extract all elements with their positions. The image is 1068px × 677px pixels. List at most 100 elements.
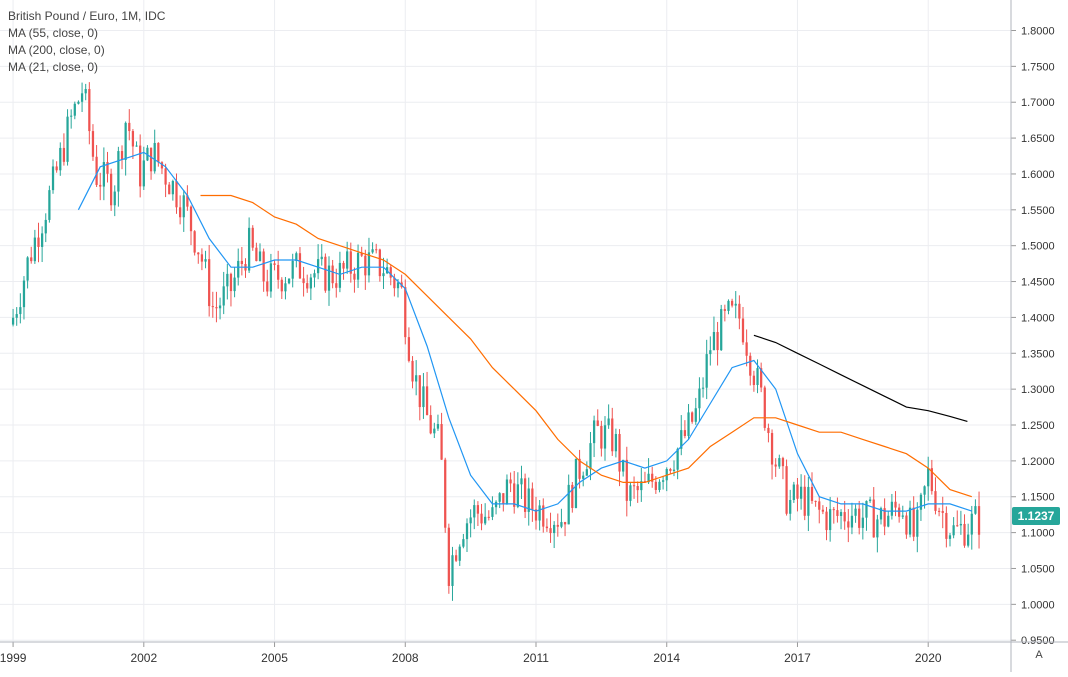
candle-body bbox=[611, 418, 614, 452]
candle-body bbox=[538, 505, 541, 521]
candle-body bbox=[316, 259, 320, 274]
candle-body bbox=[810, 486, 814, 501]
y-tick-label: 1.3500 bbox=[1021, 348, 1055, 360]
candle-body bbox=[389, 267, 392, 278]
candle-body bbox=[440, 424, 443, 460]
candle-body bbox=[454, 555, 458, 561]
candle-body bbox=[120, 151, 124, 160]
candle-body bbox=[62, 147, 66, 162]
candle-body bbox=[843, 512, 846, 522]
candle-body bbox=[269, 263, 273, 292]
candle-body bbox=[549, 528, 552, 534]
candle-body bbox=[963, 523, 966, 546]
y-tick-label: 0.9500 bbox=[1021, 635, 1055, 647]
candle-body bbox=[622, 459, 625, 472]
legend-ma-55[interactable]: MA (55, close, 0) bbox=[8, 26, 99, 40]
candle-body bbox=[298, 253, 302, 279]
candle-body bbox=[407, 337, 411, 361]
candle-body bbox=[796, 484, 799, 499]
candle-body bbox=[95, 156, 98, 185]
candle-body bbox=[327, 265, 331, 291]
candle-body bbox=[545, 526, 549, 529]
candle-body bbox=[149, 147, 153, 172]
candle-body bbox=[411, 360, 414, 382]
candle-body bbox=[734, 303, 737, 306]
candle-body bbox=[37, 237, 40, 247]
candle-body bbox=[730, 300, 734, 306]
candle-body bbox=[977, 506, 981, 535]
candle-body bbox=[139, 145, 142, 187]
candle-body bbox=[484, 516, 487, 524]
candle-body bbox=[850, 515, 854, 528]
candle-body bbox=[26, 257, 29, 281]
candle-body bbox=[91, 131, 95, 157]
y-tick-label: 1.1000 bbox=[1021, 528, 1055, 540]
candle-body bbox=[364, 255, 367, 276]
y-tick-label: 1.5500 bbox=[1021, 205, 1055, 217]
y-tick-label: 1.2500 bbox=[1021, 420, 1055, 432]
candle-body bbox=[422, 386, 425, 408]
candle-body bbox=[636, 486, 639, 491]
candle-body bbox=[701, 387, 705, 389]
candle-body bbox=[215, 307, 218, 309]
candle-body bbox=[226, 273, 229, 287]
candle-body bbox=[778, 458, 781, 467]
candle-body bbox=[77, 101, 80, 104]
candle-body bbox=[661, 480, 665, 482]
candle-body bbox=[349, 251, 352, 274]
candle-body bbox=[643, 481, 647, 483]
x-tick-label: 1999 bbox=[0, 651, 27, 665]
candle-body bbox=[625, 459, 628, 501]
candle-body bbox=[618, 434, 621, 472]
candle-body bbox=[451, 555, 454, 586]
candle-body bbox=[894, 501, 897, 508]
candle-body bbox=[291, 260, 294, 279]
candle-body bbox=[55, 166, 58, 171]
candle-body bbox=[603, 425, 607, 449]
candle-body bbox=[542, 505, 545, 527]
candle-body bbox=[589, 443, 592, 470]
auto-scale-button[interactable]: A bbox=[1035, 649, 1043, 661]
candle-body bbox=[262, 251, 265, 282]
candle-body bbox=[560, 522, 563, 527]
candle-body bbox=[382, 273, 385, 277]
candle-body bbox=[436, 424, 440, 429]
chart-legend: British Pound / Euro, 1M, IDC MA (55, cl… bbox=[8, 8, 165, 76]
candle-body bbox=[527, 488, 530, 512]
candle-body bbox=[418, 375, 421, 408]
candle-body bbox=[157, 142, 160, 163]
last-price-badge: 1.1237 bbox=[1012, 506, 1060, 525]
candle-body bbox=[872, 499, 875, 538]
candle-body bbox=[284, 283, 287, 292]
candle-body bbox=[821, 509, 825, 512]
candle-body bbox=[335, 283, 338, 288]
candle-body bbox=[302, 278, 305, 284]
candle-body bbox=[295, 253, 298, 261]
candle-body bbox=[429, 415, 432, 434]
candle-body bbox=[763, 387, 766, 428]
y-tick-label: 1.8000 bbox=[1021, 25, 1055, 37]
candle-body bbox=[582, 475, 585, 479]
candle-body bbox=[607, 418, 610, 426]
legend-ma-200[interactable]: MA (200, close, 0) bbox=[8, 43, 105, 57]
x-tick-label: 2020 bbox=[915, 651, 942, 665]
candle-body bbox=[741, 318, 745, 343]
legend-title[interactable]: British Pound / Euro, 1M, IDC bbox=[8, 9, 166, 23]
x-tick-label: 2008 bbox=[392, 651, 419, 665]
legend-ma-21[interactable]: MA (21, close, 0) bbox=[8, 60, 99, 74]
y-tick-label: 1.3000 bbox=[1021, 384, 1055, 396]
candle-body bbox=[84, 89, 87, 94]
candle-body bbox=[502, 493, 505, 505]
candle-body bbox=[861, 517, 864, 528]
candle-body bbox=[738, 303, 741, 319]
candle-body bbox=[879, 508, 883, 520]
candle-body bbox=[487, 516, 490, 518]
y-tick-label: 1.0000 bbox=[1021, 599, 1055, 611]
candle-body bbox=[247, 227, 251, 271]
candle-body bbox=[280, 279, 283, 292]
candle-body bbox=[868, 499, 872, 501]
candle-body bbox=[356, 252, 360, 280]
candle-body bbox=[927, 468, 930, 487]
